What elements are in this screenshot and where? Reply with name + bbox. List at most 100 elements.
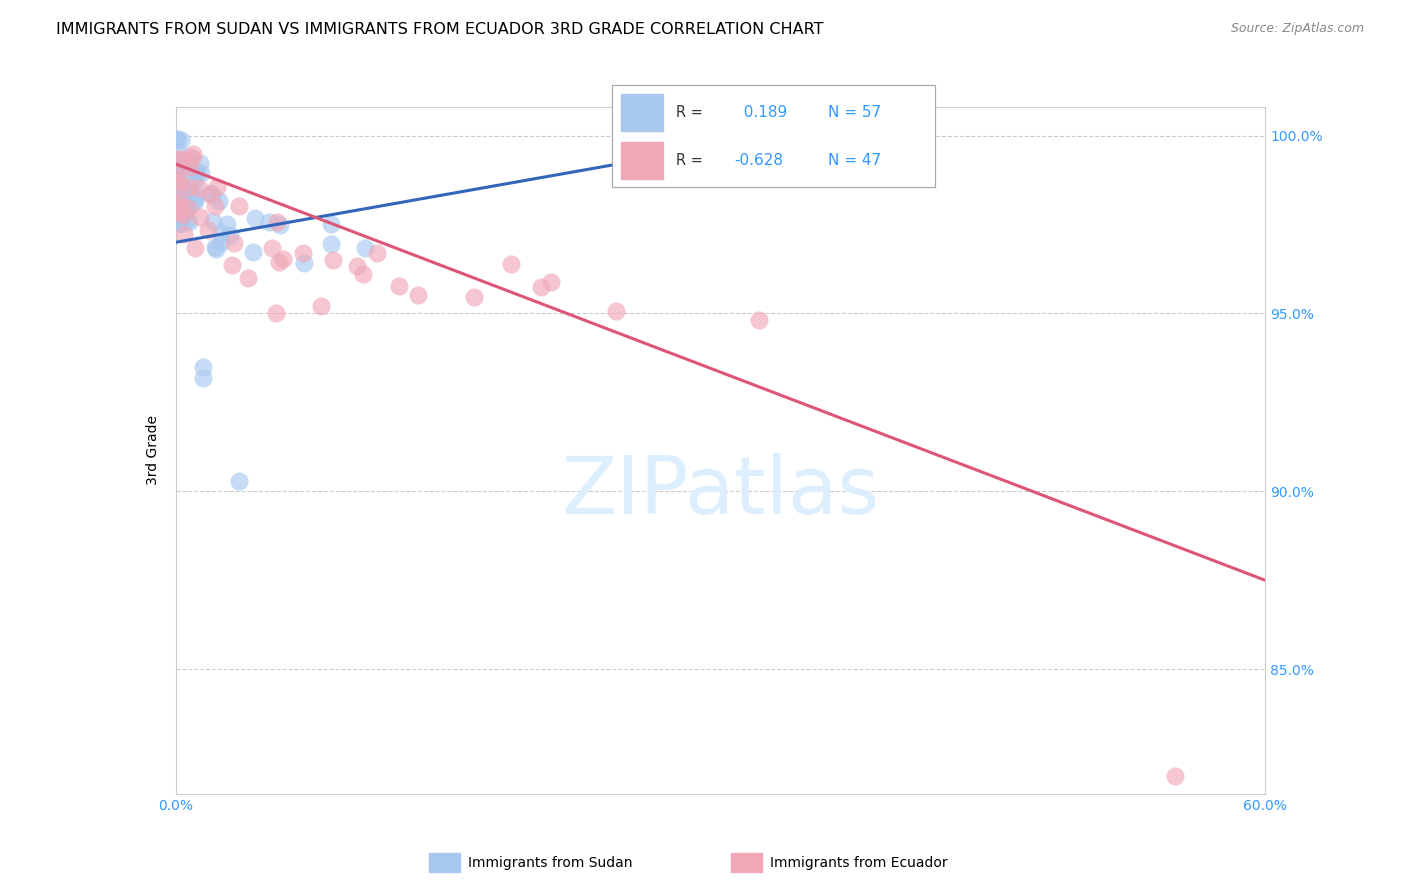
Point xyxy=(169,202,191,216)
Point xyxy=(260,242,283,256)
Point xyxy=(219,228,242,243)
Point xyxy=(166,142,188,156)
Point xyxy=(292,245,315,260)
Point xyxy=(605,304,627,318)
Point xyxy=(169,171,191,186)
Point xyxy=(184,164,207,178)
Point xyxy=(165,161,187,175)
Point xyxy=(346,259,368,273)
Text: -0.628: -0.628 xyxy=(734,153,783,169)
Point xyxy=(267,255,290,269)
Point xyxy=(322,252,344,267)
Point xyxy=(204,199,226,213)
Point xyxy=(167,176,190,190)
Text: Immigrants from Sudan: Immigrants from Sudan xyxy=(468,855,633,870)
Point xyxy=(1163,769,1185,783)
Point xyxy=(321,237,343,252)
Point xyxy=(180,151,202,165)
Point xyxy=(167,178,190,193)
Point xyxy=(238,271,260,285)
Text: 0.189: 0.189 xyxy=(734,105,787,120)
Point xyxy=(167,154,190,169)
Point xyxy=(530,280,553,294)
Point xyxy=(184,241,207,255)
Point xyxy=(186,189,208,203)
Point xyxy=(264,306,287,320)
Point xyxy=(170,216,193,230)
Point xyxy=(170,133,193,147)
Text: N = 57: N = 57 xyxy=(828,105,882,120)
Point xyxy=(187,180,209,194)
Point xyxy=(176,200,198,214)
Point xyxy=(181,147,204,161)
Point xyxy=(174,183,197,197)
Point xyxy=(242,245,264,260)
Text: IMMIGRANTS FROM SUDAN VS IMMIGRANTS FROM ECUADOR 3RD GRADE CORRELATION CHART: IMMIGRANTS FROM SUDAN VS IMMIGRANTS FROM… xyxy=(56,22,824,37)
Point xyxy=(169,205,191,219)
FancyBboxPatch shape xyxy=(621,142,664,179)
Point xyxy=(188,156,211,170)
Point xyxy=(183,175,205,189)
Point xyxy=(202,213,225,227)
Point xyxy=(354,241,377,255)
Point xyxy=(266,215,288,229)
Point xyxy=(174,190,197,204)
Point xyxy=(165,155,187,169)
Point xyxy=(179,215,201,229)
Point xyxy=(169,218,191,232)
Point xyxy=(228,198,250,212)
Point xyxy=(748,313,770,327)
Point xyxy=(167,180,190,194)
Point xyxy=(186,166,208,180)
Point xyxy=(200,186,222,200)
Text: N = 47: N = 47 xyxy=(828,153,882,169)
Point xyxy=(221,258,243,272)
Point xyxy=(292,256,315,270)
Point xyxy=(177,179,200,194)
Point xyxy=(540,275,562,289)
Point xyxy=(271,252,294,266)
Point xyxy=(309,299,332,313)
Text: R =: R = xyxy=(676,153,703,169)
Point xyxy=(169,190,191,204)
Point xyxy=(165,196,187,211)
Point xyxy=(463,290,485,304)
Point xyxy=(181,195,204,210)
Point xyxy=(172,160,194,174)
Point xyxy=(366,246,388,260)
Point xyxy=(352,267,374,281)
Point xyxy=(197,223,219,237)
Point xyxy=(172,196,194,211)
Point xyxy=(173,227,195,242)
Text: Source: ZipAtlas.com: Source: ZipAtlas.com xyxy=(1230,22,1364,36)
Point xyxy=(215,218,238,232)
Point xyxy=(165,166,187,180)
Point xyxy=(179,150,201,164)
Point xyxy=(179,186,201,200)
Point xyxy=(191,359,214,374)
Point xyxy=(245,211,267,225)
Point xyxy=(169,212,191,227)
Point xyxy=(167,153,190,167)
Point xyxy=(209,226,232,240)
Point xyxy=(207,194,229,208)
Point xyxy=(167,170,190,185)
Point xyxy=(269,218,291,232)
Point xyxy=(198,187,221,202)
Point xyxy=(170,209,193,223)
Point xyxy=(166,165,188,179)
Y-axis label: 3rd Grade: 3rd Grade xyxy=(146,416,160,485)
Point xyxy=(177,201,200,215)
Point xyxy=(319,217,342,231)
Point xyxy=(228,474,250,488)
Point xyxy=(209,235,232,250)
Text: R =: R = xyxy=(676,105,703,120)
Point xyxy=(188,210,211,224)
Point xyxy=(207,180,229,194)
Point xyxy=(167,157,190,171)
FancyBboxPatch shape xyxy=(621,94,664,131)
Text: ZIPatlas: ZIPatlas xyxy=(561,452,880,531)
Point xyxy=(204,243,226,257)
Point xyxy=(176,212,198,227)
Point xyxy=(169,195,191,210)
